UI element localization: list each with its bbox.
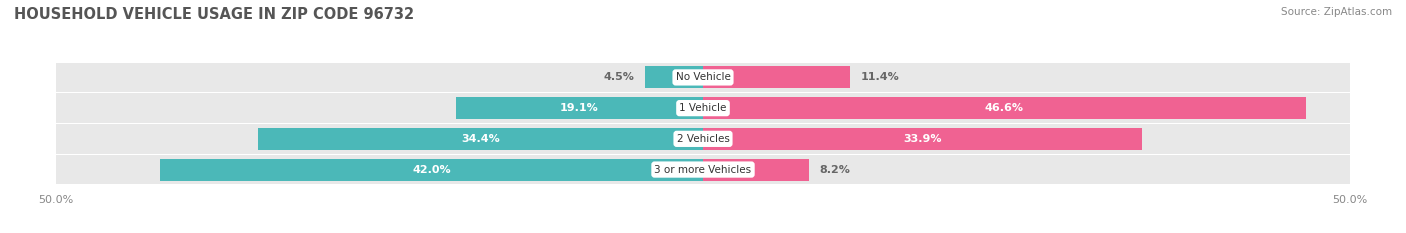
Text: 34.4%: 34.4% [461,134,501,144]
Bar [56,62,1350,92]
Text: 8.2%: 8.2% [820,164,851,175]
Bar [56,93,1350,123]
Text: 42.0%: 42.0% [412,164,451,175]
Bar [703,97,1306,119]
Bar [703,158,808,181]
Text: HOUSEHOLD VEHICLE USAGE IN ZIP CODE 96732: HOUSEHOLD VEHICLE USAGE IN ZIP CODE 9673… [14,7,415,22]
Text: 4.5%: 4.5% [603,72,634,82]
Bar [160,158,703,181]
Bar [259,128,703,150]
Text: 33.9%: 33.9% [903,134,942,144]
Bar [56,124,1350,154]
Text: 11.4%: 11.4% [860,72,900,82]
Text: 2 Vehicles: 2 Vehicles [676,134,730,144]
Bar [645,66,703,89]
Text: No Vehicle: No Vehicle [675,72,731,82]
Text: 19.1%: 19.1% [560,103,599,113]
Bar [703,66,851,89]
Bar [703,128,1142,150]
Bar [56,155,1350,185]
Text: 1 Vehicle: 1 Vehicle [679,103,727,113]
Text: 3 or more Vehicles: 3 or more Vehicles [654,164,752,175]
Text: 46.6%: 46.6% [984,103,1024,113]
Bar [456,97,703,119]
Text: Source: ZipAtlas.com: Source: ZipAtlas.com [1281,7,1392,17]
